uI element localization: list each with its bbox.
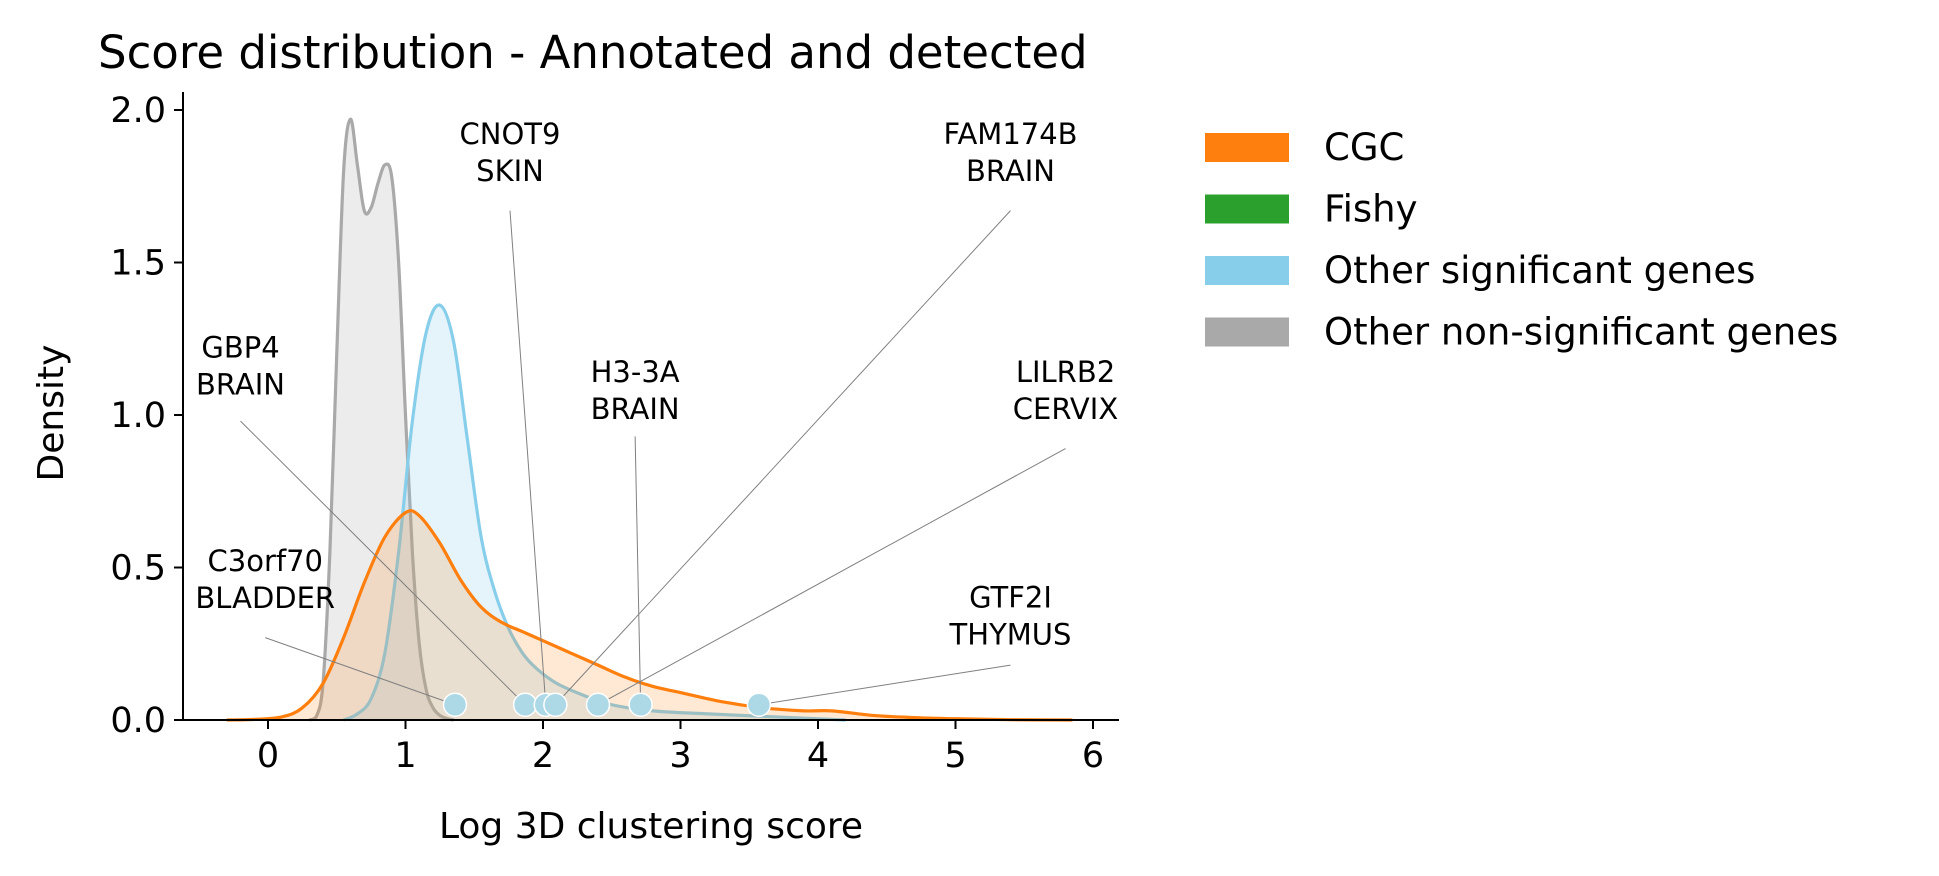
- annotation-leader-line: [758, 664, 1011, 706]
- series-line-other-significant: [342, 303, 846, 722]
- annotation-tissue-label: BLADDER: [195, 581, 335, 615]
- x-tick-label: 2: [532, 736, 554, 776]
- y-axis-title: Density: [31, 345, 72, 482]
- x-tick-label: 6: [1082, 736, 1104, 776]
- y-tick-label: 1.5: [110, 244, 166, 284]
- x-axis-title: Log 3D clustering score: [439, 806, 863, 847]
- annotation-leader-line: [634, 436, 642, 705]
- annotation-gene-label: H3-3A: [591, 355, 680, 389]
- series-line-other-non-significant: [308, 117, 454, 722]
- annotation-leader-line: [597, 448, 1066, 706]
- legend-swatch: [1205, 317, 1289, 347]
- x-tick-label: 5: [944, 736, 966, 776]
- annotation-leader-line: [240, 420, 526, 706]
- annotation-tissue-label: BRAIN: [196, 367, 285, 401]
- series-area-other-non-significant: [309, 119, 454, 720]
- y-tick-label: 2.0: [110, 91, 166, 131]
- legend-label: Other significant genes: [1324, 249, 1755, 292]
- points-layer: [442, 692, 772, 717]
- annotation-leader-line: [555, 210, 1011, 706]
- legend-label: Fishy: [1324, 188, 1418, 231]
- legend-swatch: [1205, 133, 1289, 162]
- annotation-gene-label: CNOT9: [460, 117, 561, 151]
- annotation-tissue-label: SKIN: [476, 154, 544, 188]
- annotation-leader-line: [265, 637, 456, 706]
- y-tick-label: 0.0: [110, 701, 166, 741]
- x-tick-label: 4: [807, 736, 829, 776]
- annotation-tissue-label: CERVIX: [1013, 392, 1118, 426]
- annotation-leader-layer: [240, 210, 1066, 706]
- legend-swatch: [1205, 256, 1289, 285]
- y-tick-label: 0.5: [110, 549, 166, 589]
- annotation-tissue-label: THYMUS: [949, 617, 1072, 651]
- legend: CGC Fishy Other significant genes Other non…: [1205, 126, 1838, 354]
- annotation-gene-label: C3orf70: [208, 544, 323, 578]
- series-area-other-significant: [343, 305, 846, 720]
- annotation-tissue-label: BRAIN: [591, 392, 680, 426]
- data-point: [746, 692, 772, 717]
- legend-label: Other non-significant genes: [1324, 311, 1838, 354]
- data-point: [585, 692, 611, 717]
- data-point: [543, 692, 568, 717]
- x-ticks: 0 1 2 3 4 5 6: [257, 720, 1104, 776]
- series-area-cgc: [226, 510, 1073, 720]
- series-layer: [226, 117, 1073, 722]
- annotation-leader-line: [509, 210, 547, 705]
- legend-label: CGC: [1324, 126, 1404, 169]
- data-point: [442, 692, 468, 717]
- x-tick-label: 1: [394, 736, 416, 776]
- annotation-gene-label: LILRB2: [1016, 355, 1115, 389]
- annotation-gene-label: GBP4: [201, 330, 279, 364]
- x-tick-label: 0: [257, 736, 279, 776]
- annotation-gene-label: FAM174B: [943, 117, 1077, 151]
- annotation-gene-label: GTF2I: [969, 580, 1052, 614]
- data-point: [512, 692, 538, 717]
- chart-title: Score distribution - Annotated and detec…: [98, 26, 1088, 79]
- data-point: [628, 692, 653, 717]
- y-ticks: 0.0 0.5 1.0 1.5 2.0: [110, 91, 183, 741]
- series-line-cgc: [226, 509, 1073, 722]
- x-tick-label: 3: [669, 736, 691, 776]
- axes: [182, 92, 1119, 721]
- y-tick-label: 1.0: [110, 396, 166, 436]
- annotation-tissue-label: BRAIN: [966, 154, 1055, 188]
- legend-swatch: [1205, 194, 1289, 224]
